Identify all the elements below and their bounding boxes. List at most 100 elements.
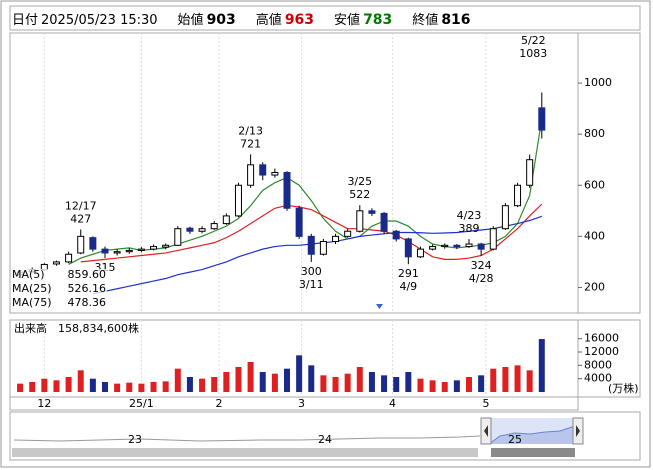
header-value: 783	[363, 12, 393, 28]
candle-body	[283, 171, 291, 209]
y-tick-label: 4000	[584, 372, 612, 385]
x-tick-label: 3	[298, 397, 305, 410]
volume-bar	[296, 355, 303, 392]
legend-name: MA(5)	[12, 268, 45, 281]
volume-bar	[211, 377, 218, 392]
x-tick-label: 12	[37, 397, 51, 410]
annotation-value: 291	[398, 267, 419, 280]
volume-bar	[381, 375, 388, 392]
volume-bar	[514, 365, 521, 392]
y-tick-label: 200	[584, 280, 605, 293]
header-label: 安値	[334, 13, 361, 28]
volume-bar	[235, 367, 242, 392]
volume-bar	[271, 373, 278, 392]
candle-body	[368, 210, 376, 214]
volume-bar	[186, 377, 193, 392]
x-tick-label: 4	[389, 397, 396, 410]
annotation-date: 4/9	[399, 280, 417, 293]
ma-line	[68, 118, 543, 265]
x-axis-panel	[9, 396, 579, 411]
candle-body	[392, 230, 400, 240]
volume-bar	[247, 362, 254, 392]
header-label: 高値	[255, 13, 282, 28]
y-tick-label: 600	[584, 178, 605, 191]
volume-bar	[453, 380, 460, 392]
annotation-value: 389	[459, 222, 480, 235]
header-value: 963	[284, 12, 315, 28]
header-frame	[9, 5, 641, 31]
candle-body	[489, 228, 497, 250]
candle-body	[137, 248, 145, 251]
volume-bar	[466, 377, 472, 392]
volume-bar	[102, 382, 108, 392]
y-tick-label: 16000	[584, 332, 619, 345]
scrollbar-track[interactable]	[12, 448, 478, 457]
annotation-value: 522	[349, 188, 370, 201]
annotation-date: 4/23	[457, 209, 482, 222]
scrollbar-thumb[interactable]	[491, 448, 575, 457]
volume-bar	[538, 339, 545, 392]
annotation-date: 2/13	[238, 124, 263, 137]
candle-body	[174, 228, 182, 246]
x-tick-label: 25/1	[129, 397, 154, 410]
annotation-value: 721	[240, 137, 261, 150]
candle-body	[441, 244, 449, 248]
volume-bar	[490, 368, 497, 392]
candle-body	[319, 240, 327, 255]
volume-bar	[162, 381, 169, 392]
volume-bar	[65, 377, 72, 392]
candle-body	[113, 251, 121, 254]
volume-bar	[405, 372, 412, 392]
volume-bar	[77, 370, 84, 392]
header-value: 2025/05/23 15:30	[41, 13, 158, 28]
candle-body	[150, 246, 158, 250]
volume-bar	[526, 370, 533, 392]
volume-bar	[29, 382, 36, 392]
annotation-value: 300	[301, 265, 322, 278]
volume-bar	[332, 377, 339, 392]
annotation-date: 5/22	[521, 34, 546, 47]
volume-bar	[356, 367, 363, 392]
navigator-history	[13, 435, 481, 442]
candle-body	[125, 249, 133, 253]
header-label: 日付	[12, 13, 39, 28]
candle-body	[380, 212, 388, 232]
candle-body	[477, 243, 485, 250]
candle-body	[101, 248, 109, 254]
legend-name: MA(75)	[12, 296, 52, 309]
volume-bar	[441, 382, 448, 392]
volume-bar	[308, 365, 315, 392]
annotation-value: 1083	[519, 47, 547, 60]
y-tick-label: 800	[584, 127, 605, 140]
ma-line	[80, 203, 543, 263]
volume-bar	[114, 383, 121, 392]
volume-bar	[429, 380, 436, 392]
price-panel	[9, 32, 579, 314]
volume-axis-panel	[577, 319, 641, 398]
candle-body	[162, 244, 170, 248]
annotation-date: 3/11	[299, 278, 324, 291]
handle-arrow	[576, 425, 580, 437]
header: 日付 2025/05/23 15:30 始値 903 高値 963 安値 783 終値 816	[12, 9, 491, 28]
volume-bar	[174, 368, 181, 392]
annotation-value: 427	[70, 212, 91, 225]
candle-body	[271, 171, 279, 176]
legend-value: 478.36	[68, 296, 107, 309]
candle-body	[77, 235, 85, 254]
annotation-date: 4/28	[469, 272, 494, 285]
navigator-label: 23	[128, 433, 142, 446]
candle-body	[247, 164, 255, 186]
x-tick-label: 2	[216, 397, 223, 410]
volume-bar	[223, 372, 230, 392]
header-label: 始値	[177, 13, 204, 28]
volume-bar	[393, 377, 400, 392]
candle-body	[416, 248, 424, 258]
volume-bar	[320, 375, 327, 392]
header-item: 高値 963	[255, 12, 315, 28]
volume-bar	[41, 378, 48, 392]
volume-title: 出来高	[14, 321, 47, 335]
candle-body	[526, 159, 534, 186]
volume-bar	[478, 375, 485, 392]
handle-arrow	[484, 425, 488, 437]
